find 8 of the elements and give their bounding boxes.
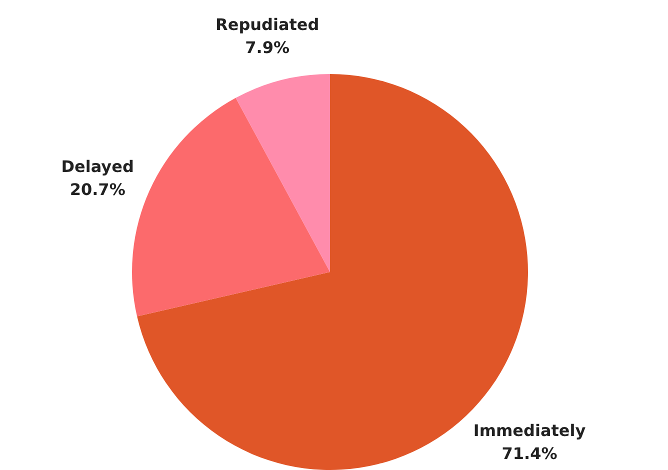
slice-label: Delayed — [61, 157, 134, 176]
slice-label: Repudiated — [216, 14, 320, 34]
slice-label: Immediately — [473, 420, 586, 440]
pie-slice — [236, 74, 330, 272]
data-label: 71.4% — [502, 444, 558, 463]
data-label: 7.9% — [245, 38, 290, 57]
pie-slice — [132, 98, 330, 316]
data-label: 20.7% — [70, 180, 126, 200]
